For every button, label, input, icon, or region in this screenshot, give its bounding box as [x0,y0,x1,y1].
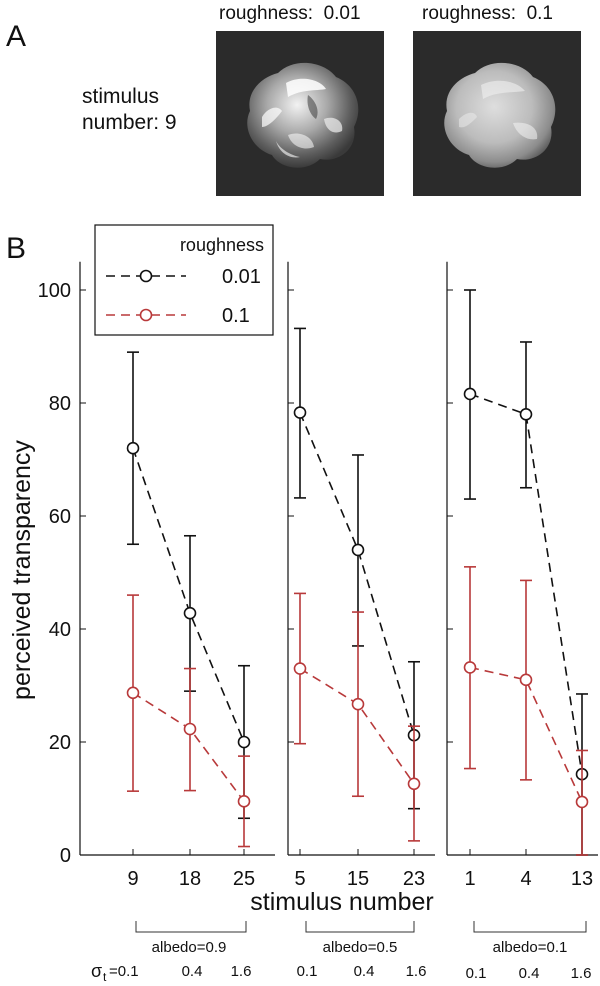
data-point [519,673,533,687]
image-title-matte: roughness: 0.1 [422,3,553,24]
data-point [519,407,533,421]
legend-label-0: 0.01 [222,266,261,288]
stimulus-render-matte [413,31,581,196]
data-point [351,543,365,557]
legend-marker-1 [139,308,153,322]
sigma-value-0-2: 1.6 [231,963,252,980]
sigma-value-0-0: =0.1 [109,963,139,980]
x-tick-label: 4 [520,868,531,890]
y-tick-label: 0 [60,845,71,867]
x-tick-label: 13 [571,868,593,890]
albedo-annotations: albedo=0.9 σ t =0.1 0.4 1.6 albedo=0.5 0… [91,921,591,984]
data-point [237,795,251,808]
x-tick-label: 9 [127,868,138,890]
matte-blob-icon [444,62,556,168]
x-axis-label: stimulus number [250,888,433,916]
data-point [183,722,197,736]
legend-box [94,224,274,336]
albedo-bracket-1 [305,921,415,933]
image-title-glossy: roughness: 0.01 [219,3,361,24]
data-point [463,661,477,674]
albedo-bracket-0 [135,921,247,933]
stimulus-label-line1: stimulus [82,85,160,108]
data-point [126,686,140,700]
data-point [575,795,589,809]
data-point [293,662,307,675]
series-line-0-1 [299,412,415,736]
sigma-value-1-1: 0.4 [354,963,375,980]
legend-title: roughness [180,235,264,255]
x-tick-label: 1 [464,868,475,890]
panel-b-letter: B [6,232,27,265]
data-point [407,777,421,791]
y-tick-label: 60 [49,506,71,528]
sigma-symbol: σ [91,961,102,981]
x-tick-label: 23 [403,868,425,890]
y-tick-label: 40 [49,619,71,641]
data-point [126,441,140,455]
y-tick-label: 80 [49,393,71,415]
series-layer [126,289,589,856]
y-tick-label: 100 [38,280,71,302]
axes-layer: 9 18 25 5 15 23 1 4 13 0 20 40 60 80 100 [38,261,598,890]
legend: roughness 0.01 0.1 [94,224,274,336]
data-point [463,387,477,401]
data-point [237,735,251,749]
x-tick-label: 18 [179,868,201,890]
data-point [293,406,307,419]
sigma-subscript: t [103,970,107,984]
sigma-value-2-0: 0.1 [466,965,487,982]
albedo-label-2: albedo=0.1 [493,939,568,956]
series-line-0-0 [132,447,245,743]
x-tick-label: 15 [347,868,369,890]
sigma-value-0-1: 0.4 [182,963,203,980]
sigma-value-1-2: 1.6 [406,963,427,980]
sigma-value-1-0: 0.1 [297,963,318,980]
data-point [183,606,197,620]
albedo-label-1: albedo=0.5 [323,939,398,956]
stimulus-label: stimulus number: 9 [82,84,177,136]
series-line-1-1 [299,667,415,785]
series-line-1-2 [469,666,583,803]
x-tick-label: 5 [294,868,305,890]
albedo-bracket-2 [473,921,587,933]
stimulus-label-line2: number: 9 [82,111,177,134]
data-point [351,697,365,711]
y-tick-label: 20 [49,732,71,754]
series-line-0-2 [469,393,583,775]
albedo-label-0: albedo=0.9 [152,939,227,956]
panel-a-letter: A [6,20,27,53]
legend-marker-0 [139,269,153,283]
y-axis-label: perceived transparency [8,440,36,700]
legend-label-1: 0.1 [222,305,250,327]
stimulus-render-glossy [216,31,384,196]
sigma-value-2-2: 1.6 [571,965,592,982]
sigma-value-2-1: 0.4 [519,965,540,982]
glossy-blob-icon [247,62,359,168]
x-tick-label: 25 [233,868,255,890]
series-line-1-0 [132,692,245,802]
